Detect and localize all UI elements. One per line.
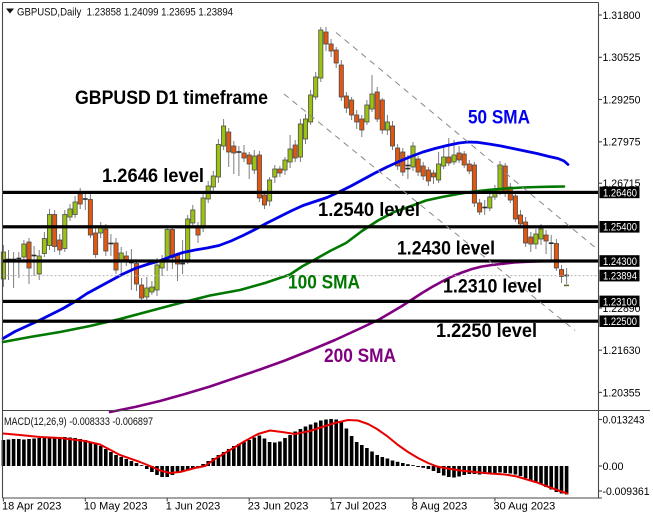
svg-text:1.26460: 1.26460 <box>603 187 637 199</box>
svg-text:1.2430 level: 1.2430 level <box>397 239 495 260</box>
svg-text:1.2310 level: 1.2310 level <box>443 276 542 297</box>
svg-text:1.31800: 1.31800 <box>603 10 641 22</box>
svg-text:100 SMA: 100 SMA <box>288 273 360 294</box>
svg-text:1.22500: 1.22500 <box>603 316 637 328</box>
svg-text:GBPUSD D1 timeframe: GBPUSD D1 timeframe <box>75 88 268 109</box>
svg-text:30 Aug 2023: 30 Aug 2023 <box>494 500 556 512</box>
svg-text:1.25400: 1.25400 <box>603 222 637 234</box>
svg-text:1.2250 level: 1.2250 level <box>436 321 537 342</box>
svg-text:0.013243: 0.013243 <box>603 414 645 426</box>
svg-text:1.2540 level: 1.2540 level <box>318 200 420 221</box>
svg-text:23 Jun 2023: 23 Jun 2023 <box>248 500 309 512</box>
svg-text:1.23894: 1.23894 <box>603 271 637 283</box>
svg-text:200 SMA: 200 SMA <box>324 346 396 367</box>
svg-text:1.30525: 1.30525 <box>603 52 641 64</box>
svg-text:-0.009361: -0.009361 <box>603 486 650 498</box>
svg-text:50 SMA: 50 SMA <box>468 108 530 129</box>
svg-text:1 Jun 2023: 1 Jun 2023 <box>166 500 220 512</box>
svg-text:GBPUSD,Daily 1.23858 1.24099: GBPUSD,Daily 1.23858 1.24099 1.23695 1.2… <box>17 6 233 18</box>
svg-text:0.00: 0.00 <box>603 461 624 473</box>
svg-text:1.2646 level: 1.2646 level <box>102 166 204 187</box>
svg-text:1.29250: 1.29250 <box>603 94 641 106</box>
svg-text:17 Jul 2023: 17 Jul 2023 <box>330 500 387 512</box>
svg-text:8 Aug 2023: 8 Aug 2023 <box>412 500 468 512</box>
svg-text:1.21630: 1.21630 <box>603 345 641 357</box>
svg-text:1.23100: 1.23100 <box>603 296 637 308</box>
svg-text:1.20355: 1.20355 <box>603 387 641 399</box>
svg-text:1.27975: 1.27975 <box>603 137 641 149</box>
svg-text:18 Apr 2023: 18 Apr 2023 <box>2 500 61 512</box>
svg-text:MACD(12,26,9) -0.008333 -0.006: MACD(12,26,9) -0.008333 -0.006897 <box>4 416 153 428</box>
svg-text:1.24300: 1.24300 <box>603 256 637 268</box>
svg-text:10 May 2023: 10 May 2023 <box>84 500 148 512</box>
